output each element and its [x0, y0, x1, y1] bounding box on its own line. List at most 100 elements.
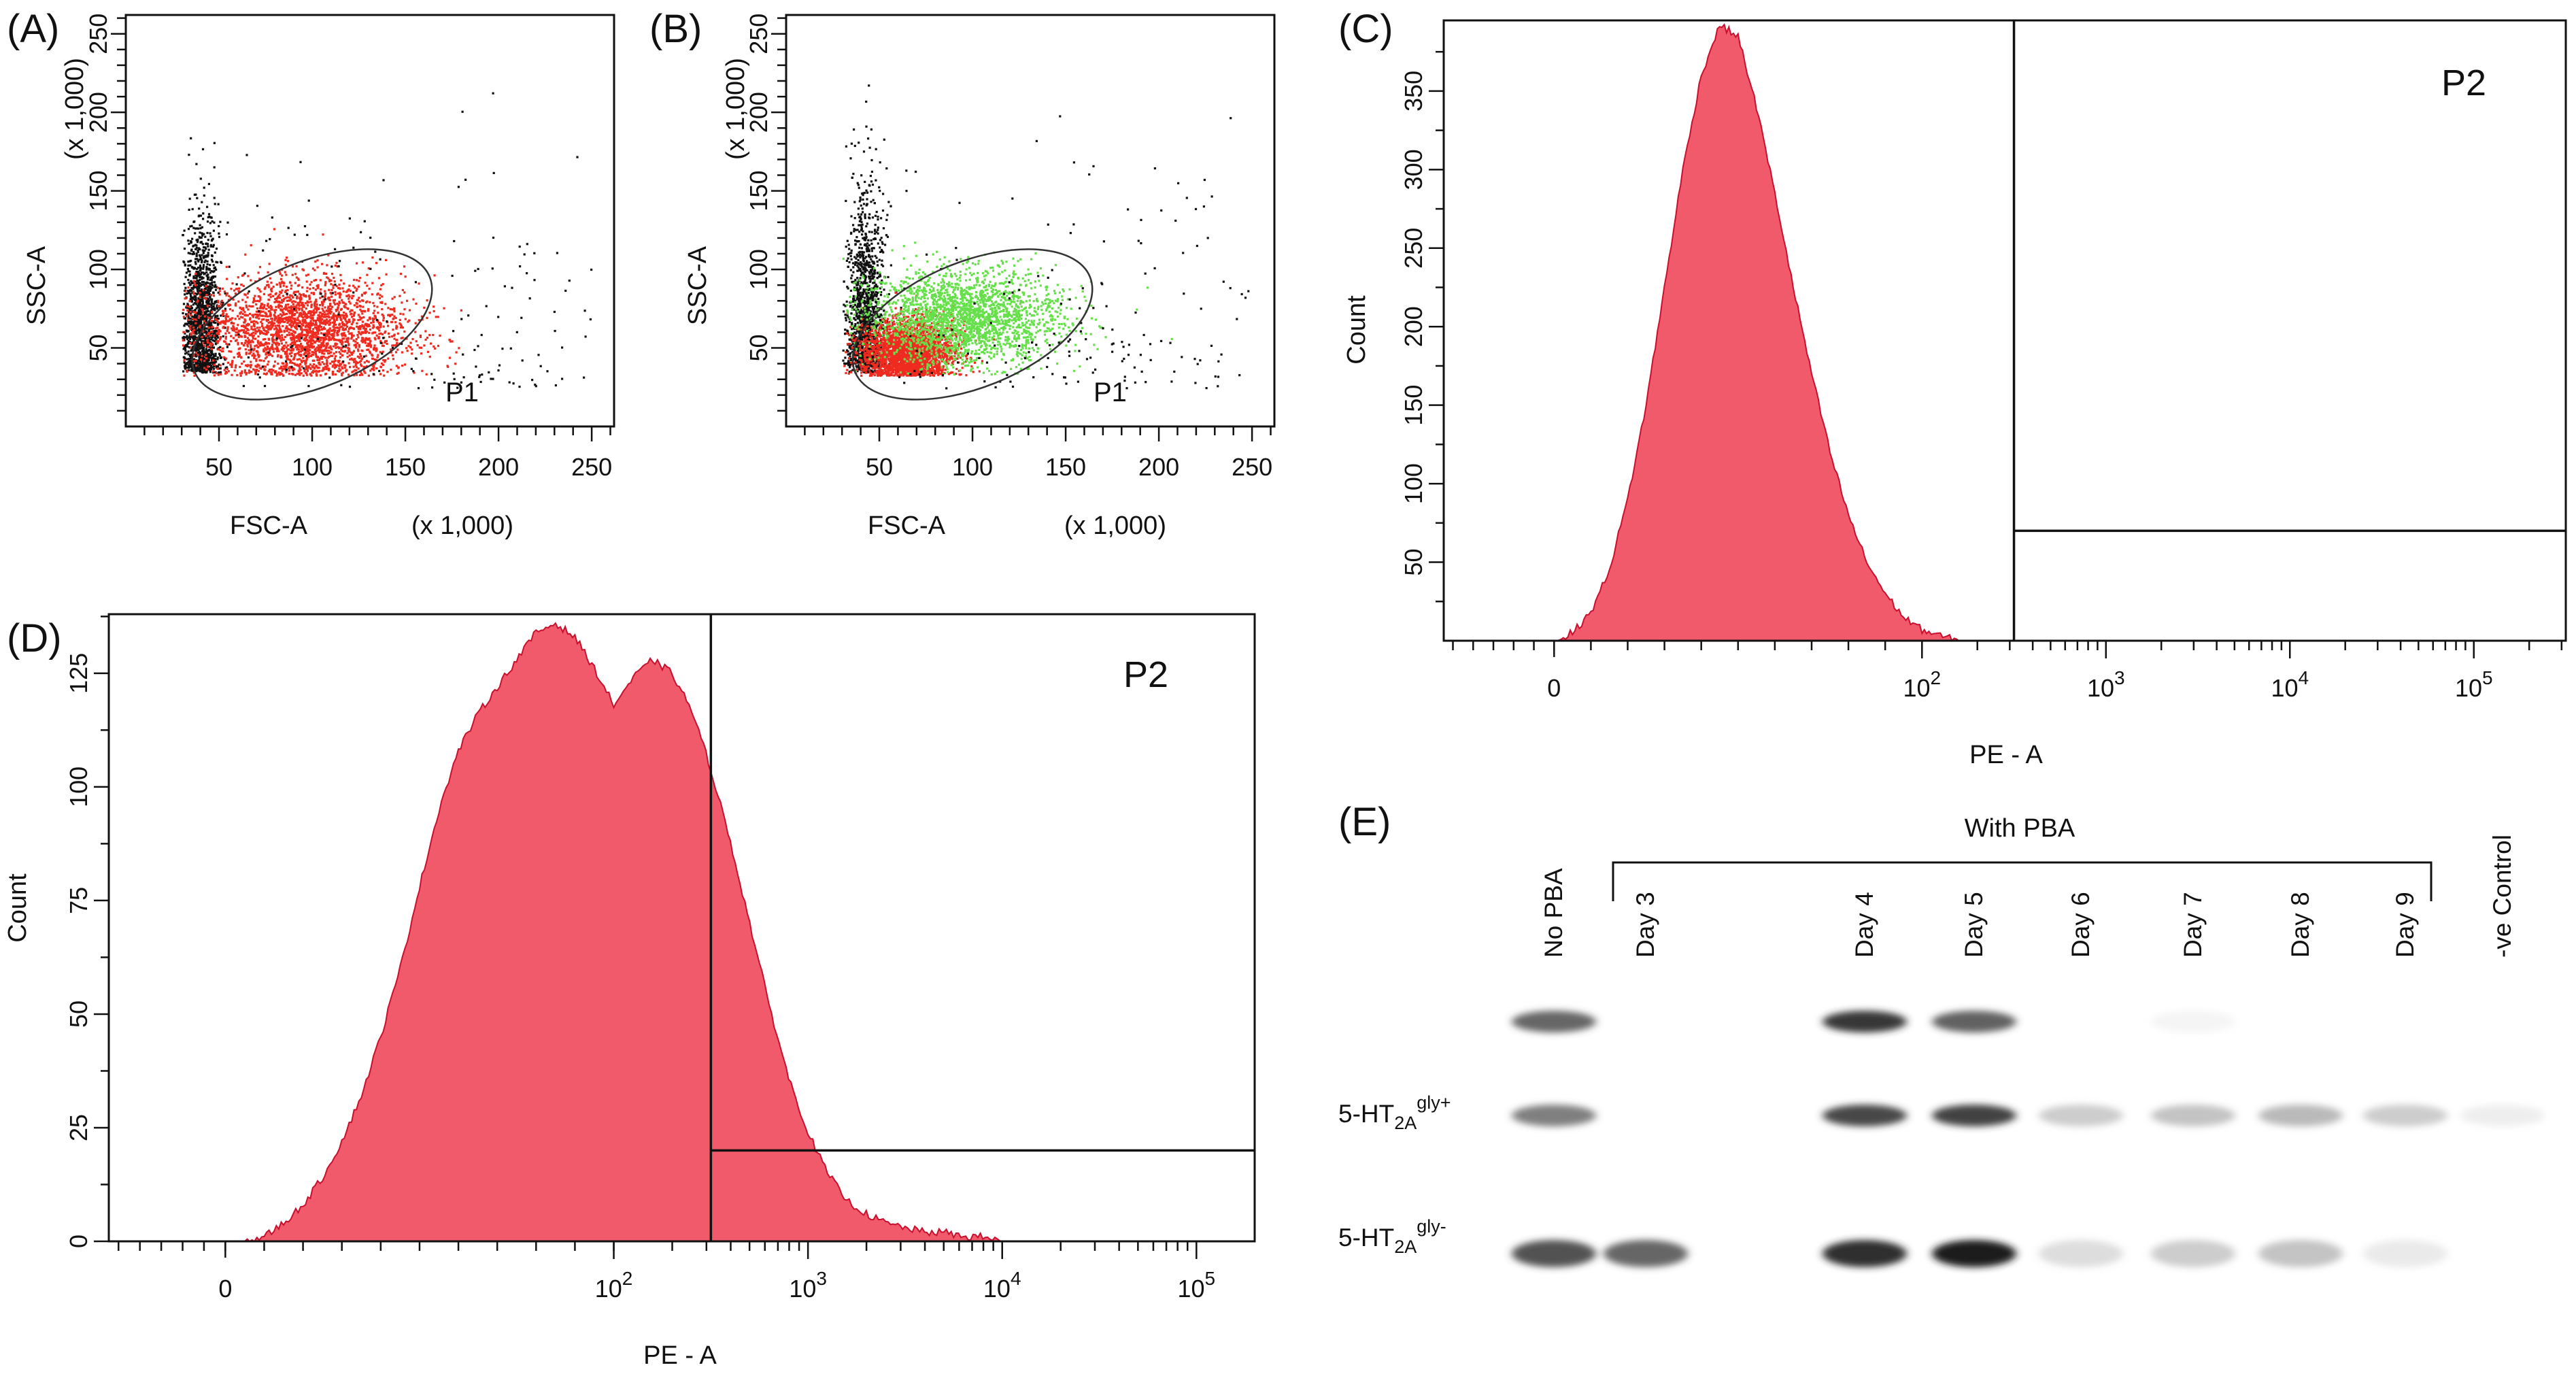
- scatter-dot: [295, 335, 298, 338]
- scatter-dot: [862, 268, 865, 271]
- scatter-dot: [235, 364, 237, 367]
- scatter-dot: [208, 305, 211, 308]
- scatter-dot: [189, 311, 192, 314]
- scatter-dot: [188, 154, 190, 156]
- scatter-dot: [344, 364, 347, 367]
- scatter-dot: [321, 337, 324, 339]
- scatter-dot: [207, 273, 209, 276]
- scatter-dot: [881, 263, 883, 266]
- scatter-dot: [219, 322, 222, 325]
- scatter-dot: [198, 318, 201, 321]
- scatter-dot: [345, 337, 348, 340]
- scatter-dot: [286, 256, 288, 259]
- scatter-dot: [300, 359, 303, 362]
- scatter-dot: [226, 278, 228, 280]
- scatter-dot: [366, 337, 369, 341]
- scatter-dot: [187, 350, 190, 353]
- scatter-dot: [414, 331, 417, 333]
- scatter-dot: [267, 299, 270, 301]
- scatter-dot: [257, 335, 260, 338]
- scatter-dot: [879, 273, 881, 275]
- scatter-dot: [209, 316, 212, 318]
- scatter-dot: [214, 286, 216, 288]
- scatter-dot: [201, 354, 203, 357]
- scatter-dot: [203, 261, 206, 263]
- scatter-dot: [338, 301, 341, 303]
- scatter-dot: [207, 182, 210, 186]
- scatter-dot: [192, 303, 194, 306]
- scatter-dot: [320, 301, 324, 303]
- scatter-dot: [881, 320, 884, 323]
- scatter-dot: [295, 304, 298, 307]
- scatter-dot: [197, 312, 199, 314]
- scatter-dot: [331, 288, 333, 292]
- scatter-dot: [258, 314, 261, 316]
- scatter-dot: [485, 305, 488, 307]
- scatter-dot: [329, 312, 332, 315]
- scatter-dot: [269, 238, 271, 241]
- scatter-dot: [235, 304, 237, 307]
- scatter-dot: [248, 305, 251, 307]
- scatter-dot: [462, 376, 465, 379]
- scatter-dot: [384, 303, 387, 305]
- scatter-dot: [188, 260, 191, 263]
- scatter-dot: [539, 365, 542, 367]
- scatter-dot: [412, 298, 415, 301]
- scatter-dot: [318, 316, 321, 319]
- scatter-dot: [205, 283, 207, 286]
- scatter-dot: [217, 329, 220, 332]
- scatter-dot: [270, 290, 273, 292]
- scatter-dot: [225, 357, 228, 360]
- scatter-dot: [299, 333, 301, 335]
- scatter-dot: [316, 356, 319, 358]
- scatter-dot: [385, 273, 388, 275]
- scatter-dot: [311, 322, 314, 324]
- scatter-dot: [239, 306, 241, 309]
- scatter-dot: [305, 325, 307, 328]
- scatter-dot: [379, 373, 382, 375]
- scatter-dot: [243, 369, 246, 372]
- scatter-dot: [198, 254, 201, 256]
- scatter-dot: [285, 360, 288, 363]
- scatter-dot: [205, 371, 208, 373]
- scatter-dot: [853, 256, 856, 258]
- scatter-dot: [218, 331, 220, 333]
- scatter-dot: [225, 233, 228, 236]
- scatter-dot: [239, 312, 241, 314]
- scatter-dot: [431, 386, 434, 389]
- scatter-dot: [339, 260, 341, 263]
- scatter-dot: [352, 327, 356, 331]
- scatter-dot: [289, 343, 292, 346]
- scatter-dot: [871, 267, 874, 270]
- scatter-dot: [213, 221, 216, 224]
- scatter-dot: [855, 236, 858, 239]
- scatter-dot: [250, 351, 252, 354]
- scatter-dot: [318, 318, 320, 321]
- scatter-dot: [183, 374, 186, 377]
- scatter-dot: [376, 320, 379, 323]
- y-tick-label: 150: [84, 171, 112, 212]
- scatter-dot: [266, 348, 269, 350]
- scatter-dot: [193, 330, 196, 333]
- scatter-dot: [273, 309, 276, 312]
- scatter-dot: [279, 286, 282, 288]
- scatter-dot: [349, 358, 352, 360]
- scatter-dot: [244, 327, 247, 330]
- scatter-dot: [267, 294, 270, 297]
- scatter-dot: [533, 252, 536, 254]
- scatter-dot: [855, 332, 858, 335]
- scatter-dot: [360, 372, 363, 375]
- scatter-dot: [308, 295, 311, 297]
- scatter-dot: [308, 339, 311, 342]
- scatter-dot: [380, 284, 383, 287]
- scatter-dot: [250, 343, 252, 346]
- scatter-dot: [189, 327, 192, 330]
- scatter-dot: [369, 369, 372, 372]
- scatter-dot: [850, 249, 853, 252]
- scatter-dot: [364, 282, 367, 284]
- scatter-dot: [433, 378, 436, 381]
- scatter-dot: [291, 273, 294, 276]
- scatter-dot: [197, 239, 199, 242]
- scatter-dot: [252, 349, 255, 352]
- scatter-dot: [201, 233, 204, 235]
